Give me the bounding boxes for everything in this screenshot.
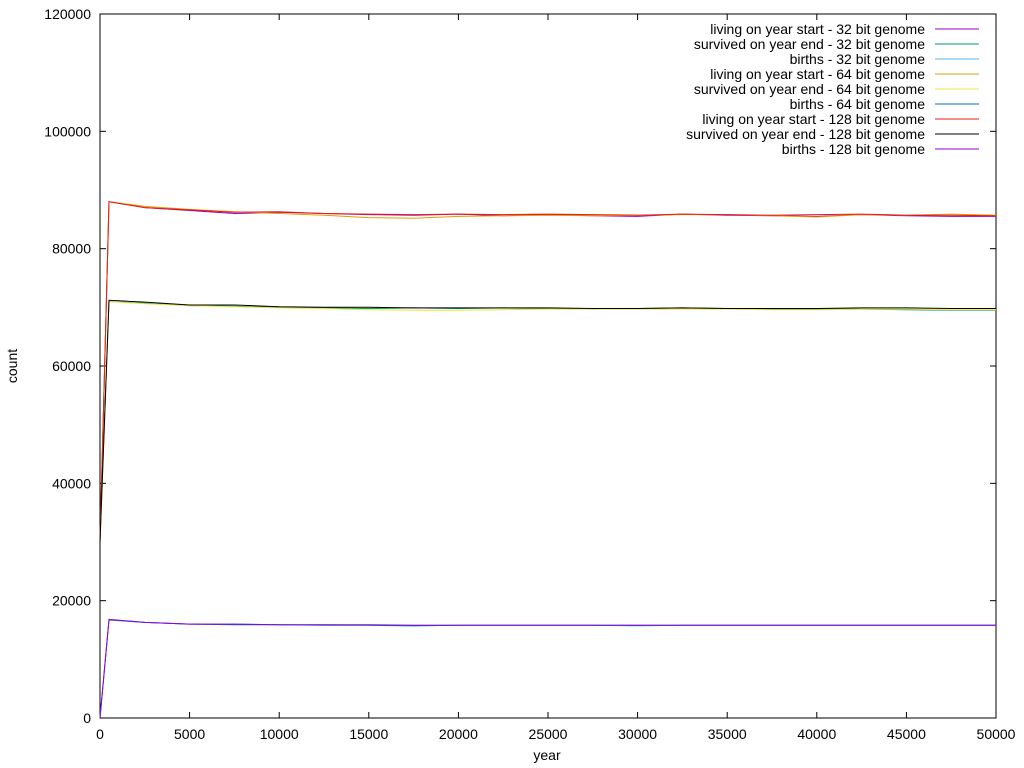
x-tick-label: 5000: [174, 726, 205, 742]
series-line: [99, 300, 996, 543]
x-tick-label: 50000: [977, 726, 1016, 742]
legend-label: births - 128 bit genome: [782, 141, 925, 157]
x-axis-label: year: [533, 747, 561, 763]
series-line: [99, 201, 997, 543]
x-tick-label: 25000: [529, 726, 568, 742]
y-tick-label: 0: [83, 710, 91, 726]
x-tick-label: 15000: [349, 726, 388, 742]
y-axis-label: count: [4, 349, 20, 383]
legend-label: living on year start - 32 bit genome: [710, 21, 925, 37]
series-line: [99, 618, 996, 719]
legend-label: survived on year end - 32 bit genome: [694, 36, 925, 52]
x-axis: 0 5000 10000 15000 20000 25000 30000 35000 40000…: [96, 14, 1016, 742]
x-tick-label: 20000: [439, 726, 478, 742]
y-tick-label: 20000: [52, 593, 91, 609]
x-tick-label: 40000: [797, 726, 836, 742]
x-tick-label: 0: [96, 726, 104, 742]
series-line: [99, 201, 997, 543]
legend-label: survived on year end - 64 bit genome: [694, 81, 925, 97]
x-tick-label: 30000: [618, 726, 657, 742]
series-line: [99, 618, 996, 719]
y-tick-label: 100000: [44, 123, 91, 139]
y-axis: 0 20000 40000 60000 80000 100000 120000: [44, 6, 996, 726]
x-tick-label: 35000: [708, 726, 747, 742]
y-tick-label: 40000: [52, 475, 91, 491]
y-tick-label: 80000: [52, 241, 91, 257]
series-line: [99, 619, 996, 719]
x-tick-label: 45000: [887, 726, 926, 742]
legend-label: survived on year end - 128 bit genome: [686, 126, 925, 142]
series-line: [99, 300, 996, 543]
series-line: [99, 299, 996, 543]
x-tick-label: 10000: [260, 726, 299, 742]
legend-label: living on year start - 128 bit genome: [702, 111, 925, 127]
legend-label: births - 32 bit genome: [790, 51, 926, 67]
y-tick-label: 60000: [52, 358, 91, 374]
series-lines: [99, 201, 997, 719]
legend: living on year start - 32 bit genomesurv…: [686, 21, 979, 157]
legend-label: living on year start - 64 bit genome: [710, 66, 925, 82]
series-line: [99, 201, 996, 543]
legend-label: births - 64 bit genome: [790, 96, 926, 112]
y-tick-label: 120000: [44, 6, 91, 22]
